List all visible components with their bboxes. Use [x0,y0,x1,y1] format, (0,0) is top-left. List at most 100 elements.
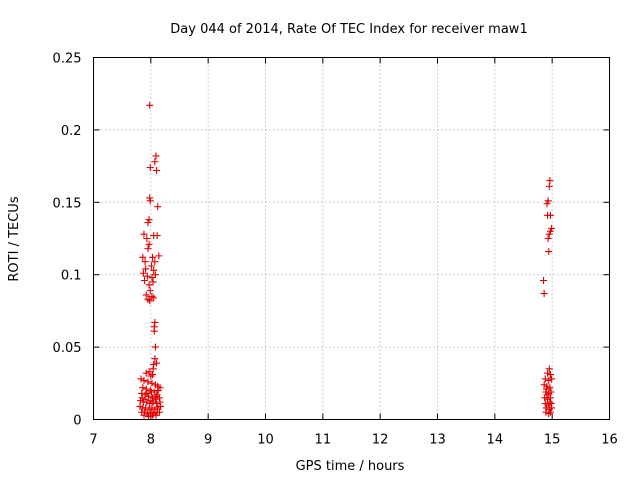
data-point [546,384,554,392]
data-point [147,397,155,405]
x-tick-label: 14 [487,433,504,448]
data-point [150,327,158,335]
data-point [143,389,151,397]
data-point [146,197,154,205]
data-point [145,392,153,400]
data-point [547,400,555,408]
data-point [540,276,548,284]
data-point [142,265,150,273]
data-point [153,400,161,408]
data-point [139,384,147,392]
data-point [151,343,159,351]
data-point [143,410,151,418]
data-point [546,371,554,379]
data-point [145,413,153,421]
data-point [149,365,157,373]
data-point [150,266,158,274]
data-point [152,392,160,400]
data-point [545,410,553,418]
data-point [151,158,159,166]
y-tick-labels: 0 0.05 0.1 0.15 0.2 0.25 [53,52,82,429]
data-point [140,376,148,384]
data-point [546,408,554,416]
data-point [153,359,161,367]
data-point [149,371,157,379]
x-tick-label: 7 [89,433,97,448]
data-point [548,404,556,412]
data-point [546,227,554,235]
data-point [543,200,551,208]
data-point [544,235,552,242]
x-tick-label: 12 [372,433,389,448]
y-tick-label: 0.05 [53,341,82,356]
data-point [545,230,553,238]
data-point [149,253,157,261]
grid [93,57,610,420]
x-tick-label: 13 [429,433,446,448]
data-point [152,411,160,419]
data-point [157,402,165,410]
data-point [542,385,550,393]
data-point [146,164,154,172]
data-point [146,101,154,109]
data-point [151,271,159,279]
data-point [541,375,549,383]
data-point [145,216,153,224]
data-point [140,230,148,238]
data-point [139,253,147,261]
data-point [143,235,151,242]
data-point [139,269,147,277]
data-point [547,388,555,396]
chart-title: Day 044 of 2014, Rate Of TEC Index for r… [170,22,527,37]
x-tick-label: 8 [147,433,155,448]
data-point [156,384,164,392]
data-point [544,197,552,205]
data-point [151,258,159,266]
data-points [136,101,556,421]
x-tick-label: 9 [204,433,212,448]
y-tick-label: 0.2 [61,124,82,139]
data-point [153,166,161,174]
data-point [144,219,152,227]
data-point [149,278,157,286]
data-point [543,391,551,399]
data-point [155,408,163,416]
y-tick-label: 0 [73,414,81,429]
data-point [150,294,158,302]
data-point [152,152,160,160]
data-point [144,295,152,303]
data-point [146,287,154,295]
x-tick-label: 10 [257,433,274,448]
data-point [140,411,148,419]
y-tick-label: 0.1 [61,269,82,284]
data-point [151,318,159,326]
x-tick-labels: 7 8 9 10 11 12 13 14 15 16 [89,433,617,448]
data-point [546,394,554,402]
data-point [145,240,153,248]
data-point [143,272,151,280]
x-axis-label: GPS time / hours [296,459,405,474]
plot-frame [93,57,610,420]
data-point [546,211,554,219]
data-point [142,404,150,412]
data-point [145,368,153,376]
data-point [142,291,150,299]
data-point [147,372,155,380]
data-point [148,274,156,282]
data-point [147,388,155,396]
data-point [146,387,154,395]
x-tick-label: 15 [544,433,561,448]
data-point [154,203,162,211]
data-point [540,290,548,298]
data-point [142,385,150,393]
data-point [146,400,154,408]
data-point [546,177,554,185]
data-point [144,378,152,386]
data-point [138,394,146,402]
data-point [545,365,553,373]
data-point [151,355,159,363]
data-point [141,258,149,266]
data-point [545,248,553,256]
data-point [548,224,556,232]
axis-ticks [93,57,610,420]
